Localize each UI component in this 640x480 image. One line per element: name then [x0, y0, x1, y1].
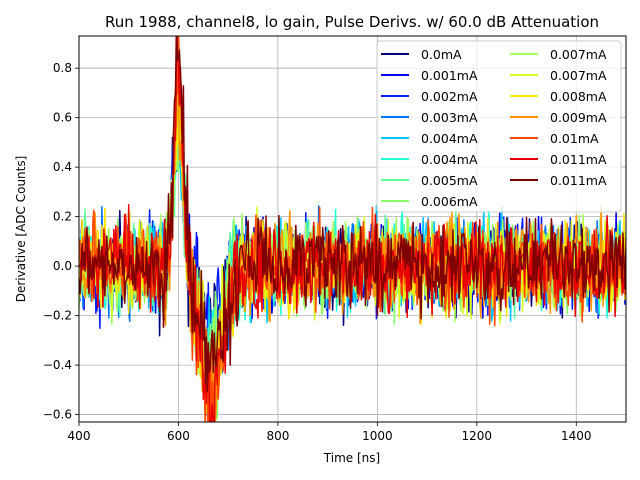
y-tick-label: 0.8 — [53, 61, 72, 75]
y-tick-label: 0.6 — [53, 111, 72, 125]
legend-label: 0.002mA — [421, 89, 478, 104]
x-tick-label: 1000 — [362, 429, 393, 443]
y-tick-label: 0.4 — [53, 160, 72, 174]
x-tick-label: 1200 — [462, 429, 493, 443]
x-tick-label: 600 — [167, 429, 190, 443]
legend-label: 0.009mA — [550, 110, 607, 125]
y-tick-label: −0.6 — [43, 408, 72, 422]
x-axis-ticks: 400 600 800 1000 1200 1400 — [68, 422, 592, 443]
plot-frame — [78, 35, 627, 423]
legend-label: 0.007mA — [550, 47, 607, 62]
legend-label: 0.004mA — [421, 152, 478, 167]
legend-label: 0.01mA — [550, 131, 599, 146]
y-tick-label: −0.2 — [43, 309, 72, 323]
x-tick-label: 800 — [266, 429, 289, 443]
legend-box — [376, 40, 622, 213]
chart-title: Run 1988, channel8, lo gain, Pulse Deriv… — [105, 13, 599, 31]
x-axis-label: Time [ns] — [323, 451, 380, 465]
legend-label: 0.007mA — [550, 68, 607, 83]
legend-label: 0.008mA — [550, 89, 607, 104]
legend-label: 0.0mA — [421, 47, 462, 62]
x-tick-label: 1400 — [561, 429, 592, 443]
y-axis-ticks: −0.6 −0.4 −0.2 0.0 0.2 0.4 0.6 0.8 — [43, 61, 79, 422]
y-axis-label: Derivative [ADC Counts] — [14, 156, 28, 303]
legend-label: 0.011mA — [550, 152, 607, 167]
legend-label: 0.006mA — [421, 194, 478, 209]
legend-label: 0.004mA — [421, 131, 478, 146]
series-lines — [79, 36, 626, 422]
legend-label: 0.003mA — [421, 110, 478, 125]
y-tick-label: 0.0 — [53, 259, 72, 273]
legend-label: 0.001mA — [421, 68, 478, 83]
y-tick-label: 0.2 — [53, 210, 72, 224]
x-tick-label: 400 — [68, 429, 91, 443]
series-line — [79, 36, 626, 393]
legend-label: 0.011mA — [550, 173, 607, 188]
legend-label: 0.005mA — [421, 173, 478, 188]
legend: 0.0mA 0.001mA 0.002mA 0.003mA 0.004mA 0.004mA… — [376, 40, 622, 213]
y-tick-label: −0.4 — [43, 358, 72, 372]
